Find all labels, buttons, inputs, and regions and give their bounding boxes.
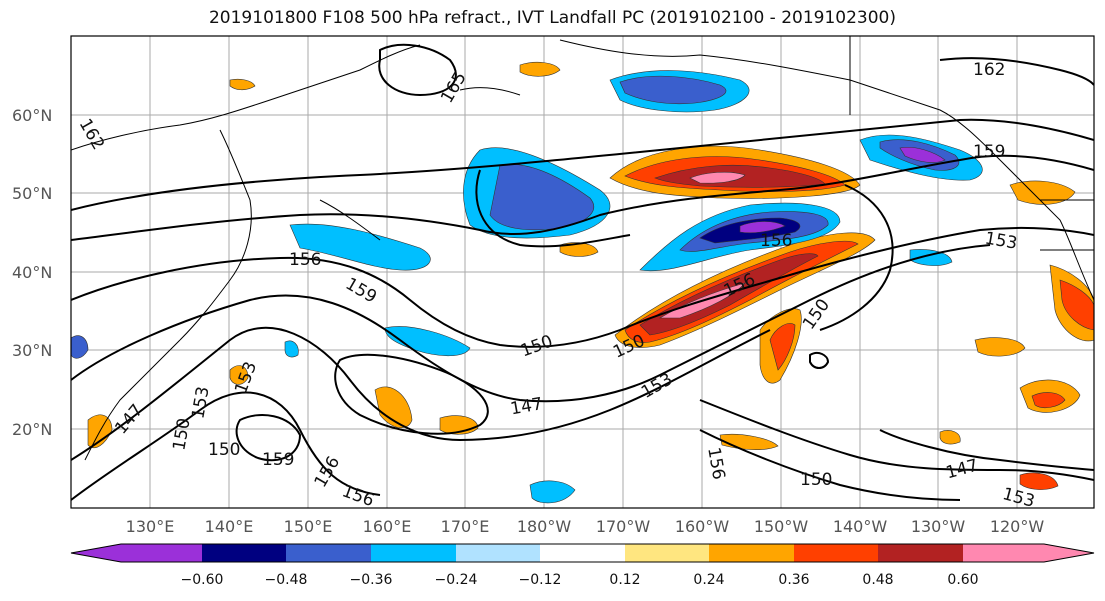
contour-label: 162 bbox=[973, 60, 1005, 80]
colorbar-segment bbox=[794, 544, 878, 562]
coastlines bbox=[71, 36, 1094, 461]
contour-label: 150 bbox=[208, 440, 240, 460]
lon-tick: 170°E bbox=[441, 517, 490, 536]
colorbar-segment bbox=[202, 544, 286, 562]
lon-tick: 120°W bbox=[990, 517, 1045, 536]
height-contours bbox=[71, 43, 1094, 501]
colorbar-ticks: −0.60 −0.48 −0.36 −0.24 −0.12 0.12 0.24 … bbox=[181, 572, 979, 588]
colorbar-segment bbox=[709, 544, 794, 562]
colorbar-tick: −0.36 bbox=[350, 572, 393, 588]
colorbar bbox=[70, 543, 1095, 563]
lon-tick: 150°W bbox=[754, 517, 809, 536]
lat-tick-labels: 60°N 50°N 40°N 30°N 20°N bbox=[12, 106, 52, 439]
contour-label: 156 bbox=[289, 250, 321, 270]
colorbar-outline bbox=[70, 543, 1095, 563]
lon-tick: 130°W bbox=[911, 517, 966, 536]
lat-tick: 20°N bbox=[12, 420, 52, 439]
colorbar-tick: 0.12 bbox=[609, 572, 640, 588]
colorbar-tick: −0.24 bbox=[435, 572, 478, 588]
colorbar-segment bbox=[286, 544, 371, 562]
lon-tick: 140°E bbox=[205, 517, 254, 536]
colorbar-segment bbox=[878, 544, 963, 562]
lon-tick: 130°E bbox=[126, 517, 175, 536]
lon-tick: 150°E bbox=[284, 517, 333, 536]
contour-label: 159 bbox=[262, 450, 294, 470]
colorbar-extend-min bbox=[71, 544, 121, 562]
contour-label: 159 bbox=[973, 142, 1005, 162]
colorbar-tick: 0.60 bbox=[947, 572, 978, 588]
shaded-fields bbox=[71, 61, 1094, 504]
colorbar-tick: 0.48 bbox=[862, 572, 893, 588]
colorbar-tick: 0.36 bbox=[778, 572, 809, 588]
colorbar-segment bbox=[963, 544, 1044, 562]
graticule bbox=[71, 36, 1094, 508]
contour-label: 153 bbox=[1000, 484, 1037, 512]
lon-tick: 170°W bbox=[596, 517, 651, 536]
colorbar-segment bbox=[456, 544, 540, 562]
colorbar-tick: −0.60 bbox=[181, 572, 224, 588]
lon-tick: 140°W bbox=[833, 517, 888, 536]
plot-frame bbox=[70, 35, 1095, 509]
colorbar-tick: −0.48 bbox=[265, 572, 308, 588]
colorbar-extend-max bbox=[1044, 544, 1094, 562]
lat-tick: 40°N bbox=[12, 263, 52, 282]
colorbar-tick: −0.12 bbox=[519, 572, 562, 588]
colorbar-tick: 0.24 bbox=[693, 572, 724, 588]
lon-tick-labels: 130°E 140°E 150°E 160°E 170°E 180°W 170°… bbox=[126, 517, 1045, 536]
contour-label: 156 bbox=[760, 231, 792, 251]
colorbar-segment bbox=[121, 544, 202, 562]
colorbar-segment bbox=[371, 544, 456, 562]
map-title: 2019101800 F108 500 hPa refract., IVT La… bbox=[208, 8, 896, 28]
lon-tick: 160°E bbox=[363, 517, 412, 536]
colorbar-segment bbox=[540, 544, 625, 562]
lat-tick: 30°N bbox=[12, 341, 52, 360]
lon-tick: 160°W bbox=[675, 517, 730, 536]
colorbar-segment bbox=[625, 544, 709, 562]
lat-tick: 60°N bbox=[12, 106, 52, 125]
lon-tick: 180°W bbox=[517, 517, 572, 536]
contour-label: 150 bbox=[800, 470, 832, 490]
lat-tick: 50°N bbox=[12, 184, 52, 203]
